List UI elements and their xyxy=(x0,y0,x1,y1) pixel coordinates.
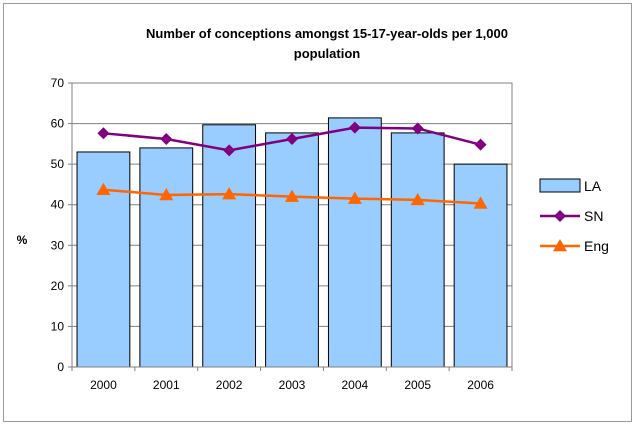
chart-title-line1: Number of conceptions amongst 15-17-year… xyxy=(146,26,508,41)
x-tick-label: 2006 xyxy=(467,378,494,392)
chart-title-line2: population xyxy=(294,46,360,61)
point-eng xyxy=(285,189,299,202)
y-tick-label: 0 xyxy=(57,360,64,374)
point-sn xyxy=(474,138,487,151)
point-eng xyxy=(159,187,174,201)
point-eng xyxy=(96,182,111,195)
x-tick-label: 2003 xyxy=(279,378,306,392)
point-eng xyxy=(347,191,362,204)
point-eng xyxy=(410,192,425,206)
x-tick-label: 2002 xyxy=(216,378,243,392)
y-axis-label: % xyxy=(17,233,28,247)
legend-marker-sn xyxy=(554,210,566,222)
x-tick-label: 2005 xyxy=(404,378,431,392)
y-tick-label: 50 xyxy=(51,157,65,171)
y-tick-label: 40 xyxy=(51,198,65,212)
point-eng xyxy=(222,187,237,200)
point-sn xyxy=(286,132,298,145)
legend-swatch-la xyxy=(539,178,581,193)
bar-la xyxy=(202,124,257,368)
legend-label-la: LA xyxy=(584,178,602,194)
point-sn xyxy=(97,127,110,140)
bar-la xyxy=(390,132,445,368)
point-eng xyxy=(473,196,488,209)
bar-la xyxy=(139,147,194,368)
x-tick-label: 2001 xyxy=(153,378,180,392)
y-tick-label: 60 xyxy=(51,117,65,131)
legend-label-eng: Eng xyxy=(584,238,609,254)
bar-la xyxy=(265,132,319,368)
y-tick-label: 70 xyxy=(51,76,65,90)
x-tick-label: 2000 xyxy=(90,378,117,392)
legend-marker-eng xyxy=(553,239,567,252)
point-sn xyxy=(348,121,361,134)
y-tick-label: 20 xyxy=(51,279,65,293)
bar-la xyxy=(453,163,508,368)
point-sn xyxy=(223,144,236,157)
y-tick-label: 10 xyxy=(51,319,65,333)
point-sn xyxy=(411,122,424,135)
legend-label-sn: SN xyxy=(584,208,603,224)
bar-la xyxy=(327,117,382,368)
x-tick-label: 2004 xyxy=(342,378,369,392)
y-tick-label: 30 xyxy=(51,238,65,252)
point-sn xyxy=(160,132,173,145)
